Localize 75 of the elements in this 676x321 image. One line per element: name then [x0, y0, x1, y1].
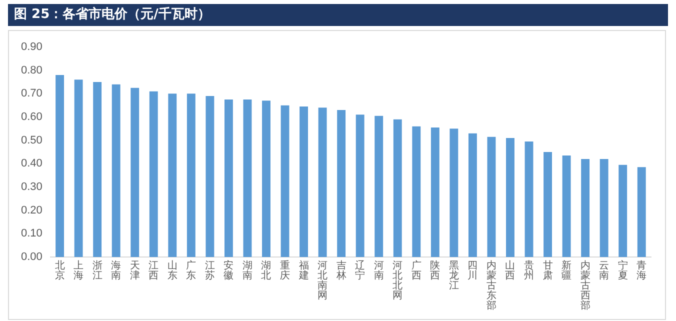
x-tick-label: 江西: [148, 260, 159, 282]
bar: [262, 100, 270, 257]
bar: [562, 156, 571, 257]
x-tick-label: 云南: [599, 260, 610, 282]
y-tick-label: 0.90: [20, 41, 42, 54]
x-tick-label: 甘肃: [542, 260, 553, 282]
x-tick-label: 山西: [505, 260, 516, 282]
chart-title: 图 25：各省市电价（元/千瓦时）: [8, 4, 668, 26]
x-tick-label: 天津: [130, 260, 140, 282]
bar: [337, 110, 346, 257]
x-tick-label: 宁夏: [618, 260, 628, 282]
bar: [318, 108, 327, 257]
x-tick-label: 山东: [167, 260, 178, 282]
y-tick-label: 0.40: [20, 158, 42, 170]
y-tick-label: 0.50: [20, 134, 42, 146]
bar: [356, 114, 364, 257]
x-tick-label: 福建: [298, 260, 309, 282]
x-tick-label: 重庆: [280, 260, 290, 282]
bar: [300, 106, 308, 257]
bar: [149, 91, 158, 257]
bar: [600, 159, 608, 257]
x-tick-label: 吉林: [335, 260, 346, 282]
bar: [130, 88, 140, 257]
x-tick-label: 北京: [54, 260, 65, 282]
bar: [393, 119, 402, 257]
x-tick-label: 河北南网: [318, 260, 328, 302]
x-tick-label: 广西: [411, 260, 422, 282]
x-tick-label: 内蒙古东部: [486, 260, 496, 312]
bar: [581, 159, 590, 257]
x-tick-label: 浙江: [92, 260, 102, 282]
x-tick-label: 贵州: [524, 260, 534, 282]
bar: [506, 138, 514, 257]
y-tick-label: 0.20: [20, 204, 42, 216]
y-tick-label: 0.80: [20, 64, 42, 76]
bar: [637, 167, 646, 257]
bar: [112, 84, 120, 257]
x-tick-label: 四川: [468, 260, 478, 282]
x-tick-label: 海南: [111, 260, 122, 282]
bar: [430, 128, 440, 257]
bar: [450, 128, 458, 257]
x-tick-label: 安徽: [224, 260, 234, 282]
bar: [168, 94, 177, 257]
bar: [206, 96, 214, 257]
x-tick-label: 湖北: [261, 260, 272, 282]
x-tick-label: 青海: [636, 260, 647, 282]
x-tick-label: 黑龙江: [448, 260, 459, 292]
bar: [468, 133, 477, 257]
x-tick-label: 江苏: [204, 260, 215, 282]
bar: [56, 75, 64, 257]
y-tick-label: 0.10: [20, 228, 42, 240]
y-tick-label: 0.70: [20, 88, 42, 100]
x-tick-label: 内蒙古西部: [580, 260, 590, 312]
x-tick-label: 湖南: [242, 260, 252, 282]
bar: [280, 105, 290, 257]
bar: [412, 126, 421, 257]
y-tick-label: 0.60: [20, 111, 42, 124]
x-tick-label: 河南: [374, 260, 384, 282]
y-tick-label: 0.30: [20, 181, 42, 194]
bar: [243, 100, 252, 257]
bar: [487, 136, 496, 257]
bar: [374, 116, 384, 257]
bar: [224, 100, 233, 257]
x-tick-label: 新疆: [562, 260, 572, 282]
bar: [186, 94, 196, 257]
bar: [524, 142, 534, 257]
bar: [544, 152, 552, 257]
x-tick-label: 陕西: [430, 260, 440, 282]
x-tick-label: 辽宁: [355, 260, 366, 282]
x-tick-label: 上海: [74, 260, 84, 282]
y-tick-label: 0.00: [20, 251, 42, 264]
x-tick-label: 广东: [186, 260, 196, 282]
bar: [93, 82, 102, 257]
x-tick-label: 河北北网: [392, 260, 403, 302]
bar: [74, 80, 83, 257]
bar: [618, 164, 628, 257]
